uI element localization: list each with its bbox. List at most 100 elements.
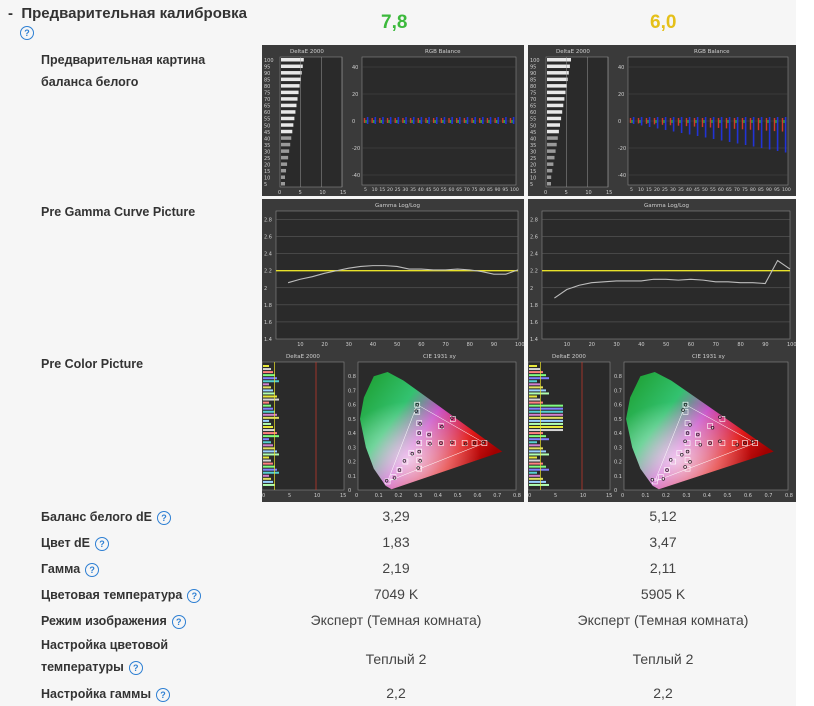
deltae-bar: [547, 64, 570, 69]
cie-measured-point: [661, 477, 666, 481]
rgb-green-bar: [783, 120, 785, 123]
deltae-x-tick: 15: [606, 493, 612, 499]
gamma-x-tick: 10: [297, 342, 303, 348]
cie-target-square: [684, 440, 691, 446]
cie-measured-point: [415, 402, 419, 407]
rgb-blue-bar: [474, 117, 476, 124]
section-header[interactable]: - Предварительная калибровка: [8, 5, 247, 22]
rgb-green-bar: [495, 120, 498, 123]
rgb-green-bar: [465, 120, 467, 123]
gamma-x-tick: 60: [688, 342, 694, 348]
rgb-x-tick: 60: [718, 187, 724, 193]
deltae-bar: [263, 465, 275, 468]
deltae-bar: [263, 456, 269, 459]
rgb-red-bar: [645, 118, 648, 124]
rgb-red-bar: [379, 118, 381, 123]
cie-target-square: [682, 401, 689, 408]
gamma-y-tick: 2: [530, 286, 533, 292]
rgb-green-bar: [411, 120, 413, 123]
metric-value-display-1: 1,83: [382, 534, 410, 550]
collapse-toggle[interactable]: -: [8, 5, 13, 22]
deltae-y-tick: 60: [264, 110, 270, 116]
rgb-blue-bar: [428, 117, 430, 124]
help-icon[interactable]: ?: [85, 562, 100, 577]
help-icon[interactable]: ?: [95, 536, 110, 551]
rgb-x-tick: 50: [433, 187, 439, 193]
cie-target-square: [695, 431, 701, 438]
cie-whitepoint-glow: [626, 371, 774, 490]
rgb-red-bar: [701, 118, 704, 128]
cie-target-square: [752, 440, 758, 446]
deltae-bar: [529, 459, 540, 462]
cie-y-tick: 0.1: [348, 474, 356, 480]
cie-y-tick: 0.2: [348, 460, 356, 466]
cie-measured-point: [698, 443, 702, 447]
deltae-bar: [263, 407, 273, 410]
deltae-bar: [281, 168, 287, 173]
cie-measured-point: [427, 432, 431, 437]
cie-x-tick: 0.7: [493, 493, 501, 499]
deltae-bar: [529, 480, 546, 483]
gamma-x-tick: 40: [638, 342, 644, 348]
deltae-bar: [529, 474, 540, 477]
cie-target-square: [695, 440, 701, 446]
deltae-bar: [529, 422, 563, 425]
help-icon[interactable]: ?: [156, 687, 171, 702]
rgb-green-bar: [434, 120, 436, 123]
cie-measured-point: [402, 459, 407, 463]
deltae-bar: [529, 401, 543, 404]
deltae-bar: [281, 123, 294, 127]
rgb-x-tick: 45: [425, 187, 431, 193]
deltae-y-tick: 20: [530, 162, 536, 168]
deltae-bar: [281, 90, 299, 95]
cie-measured-point: [650, 478, 654, 482]
metric-value-display-1: 7049 K: [373, 586, 419, 602]
gamma-y-tick: 2.4: [530, 252, 538, 258]
rgb-blue-bar: [451, 117, 453, 124]
deltae-bar: [263, 365, 269, 367]
metric-value-display-2: Эксперт (Темная комната): [577, 612, 749, 628]
deltae-bar: [263, 453, 279, 456]
section-help-icon[interactable]: ?: [20, 26, 34, 40]
rgb-green-bar: [751, 120, 753, 123]
cie-measured-point: [708, 441, 712, 445]
rgb-red-bar: [486, 118, 489, 123]
deltae-bar: [281, 142, 291, 147]
cie-y-tick: 0.8: [614, 374, 622, 380]
rgb-blue-bar: [728, 117, 731, 142]
cie-measured-point: [417, 449, 421, 454]
gamma-x-tick: 10: [564, 342, 570, 348]
cie-measured-point: [481, 440, 486, 445]
cie-y-tick: 0.4: [614, 431, 622, 437]
rgb-green-bar: [426, 120, 429, 123]
deltae-x-tick: 5: [299, 190, 302, 196]
deltae-bar: [529, 404, 563, 407]
rgb-red-bar: [765, 118, 768, 131]
deltae-x-tick: 15: [340, 190, 346, 196]
help-icon[interactable]: ?: [128, 660, 143, 675]
rgb-red-bar: [471, 118, 473, 123]
cie-y-tick: 0: [614, 488, 617, 494]
deltae-bar: [263, 426, 273, 428]
rgb-green-bar: [767, 120, 769, 123]
deltae-y-tick: 100: [264, 58, 274, 64]
help-icon[interactable]: ?: [171, 614, 186, 629]
gamma-y-tick: 2.8: [530, 218, 538, 224]
cie-target-square: [471, 440, 478, 446]
deltae-plot-area: [545, 56, 609, 188]
cie-measured-point: [683, 439, 687, 444]
rgb-red-bar: [502, 118, 504, 123]
rgb-red-bar: [677, 118, 680, 126]
help-icon[interactable]: ?: [157, 510, 172, 525]
deltae-bar: [529, 380, 537, 383]
deltae-bar: [529, 410, 563, 413]
help-icon[interactable]: ?: [187, 588, 202, 603]
rgb-green-bar: [775, 120, 777, 123]
deltae-bar: [529, 483, 549, 486]
gamma-x-tick: 60: [418, 342, 424, 348]
deltae-bar: [529, 441, 537, 444]
deltae-bar: [263, 392, 275, 395]
cie-target-square: [396, 467, 403, 473]
cie-x-tick: 0.3: [683, 493, 691, 499]
rgb-green-bar: [671, 120, 673, 123]
